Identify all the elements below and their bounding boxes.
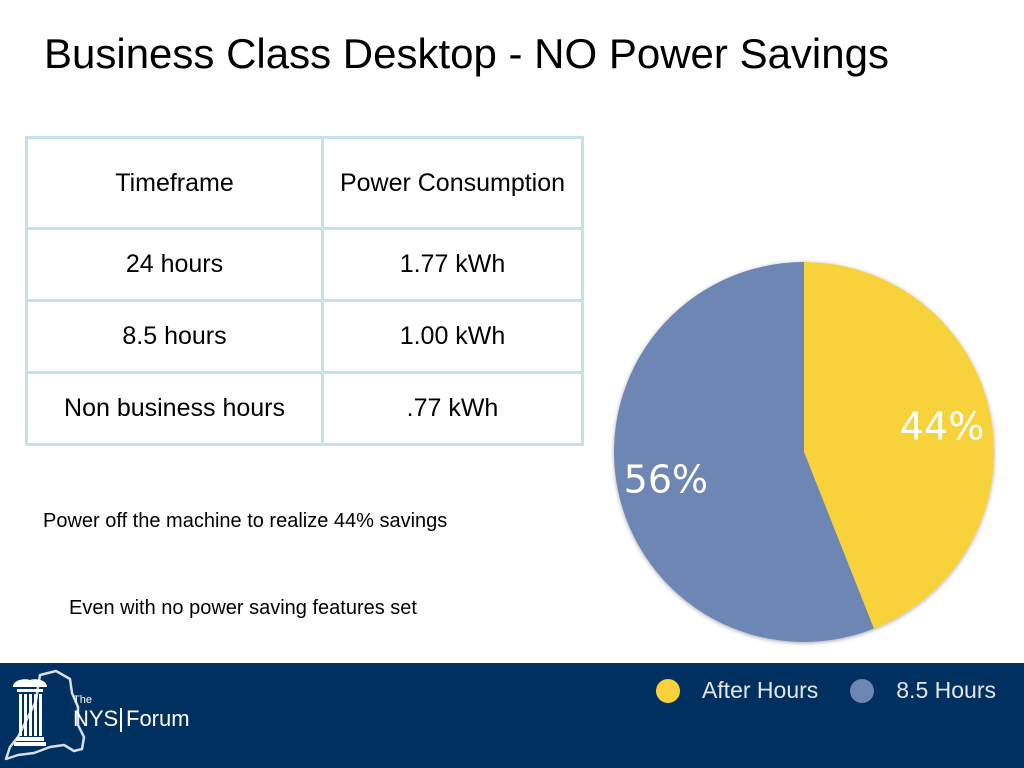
legend-swatch <box>655 678 680 703</box>
table-header-cell: Timeframe <box>25 136 324 230</box>
table-header-row: Timeframe Power Consumption <box>25 136 584 230</box>
slide-title: Business Class Desktop - NO Power Saving… <box>44 30 889 77</box>
logo-nys-text: NYS <box>73 706 118 731</box>
pie-chart: 44% 56% <box>614 262 995 642</box>
legend-item: After Hours <box>655 677 819 704</box>
legend-item: 8.5 Hours <box>850 677 996 704</box>
table-row: 8.5 hours 1.00 kWh <box>25 299 584 374</box>
table-header-cell: Power Consumption <box>321 136 584 230</box>
footer-bar: The NYS Forum After Hours 8.5 Hours <box>0 663 1024 768</box>
table-cell: 1.00 kWh <box>321 299 584 374</box>
table-row: 24 hours 1.77 kWh <box>25 227 584 302</box>
consumption-table: Timeframe Power Consumption 24 hours 1.77 k… <box>25 136 584 446</box>
table-cell: .77 kWh <box>321 371 584 446</box>
table-cell: Non business hours <box>25 371 324 446</box>
pie-slice-8-5-hours <box>614 262 874 642</box>
table-row: Non business hours .77 kWh <box>25 371 584 446</box>
logo-the-text: The <box>73 694 92 706</box>
column-icon <box>13 679 47 746</box>
pie-slice-after-hours <box>804 262 995 629</box>
legend-label: After Hours <box>701 677 819 703</box>
logo-forum-text: Forum <box>126 706 190 731</box>
pie-legend: After Hours 8.5 Hours <box>624 677 996 704</box>
legend-label: 8.5 Hours <box>896 677 996 703</box>
nys-forum-logo: The NYS Forum <box>4 669 190 761</box>
ny-state-outline-icon <box>4 669 86 761</box>
pie-data-label: 44% <box>900 405 984 449</box>
table-cell: 24 hours <box>25 227 324 302</box>
legend-swatch <box>850 678 875 703</box>
savings-note: Power off the machine to realize 44% sav… <box>43 510 448 532</box>
pie-data-label: 56% <box>624 457 708 501</box>
features-note: Even with no power saving features set <box>69 597 417 619</box>
table-cell: 1.77 kWh <box>321 227 584 302</box>
table-cell: 8.5 hours <box>25 299 324 374</box>
